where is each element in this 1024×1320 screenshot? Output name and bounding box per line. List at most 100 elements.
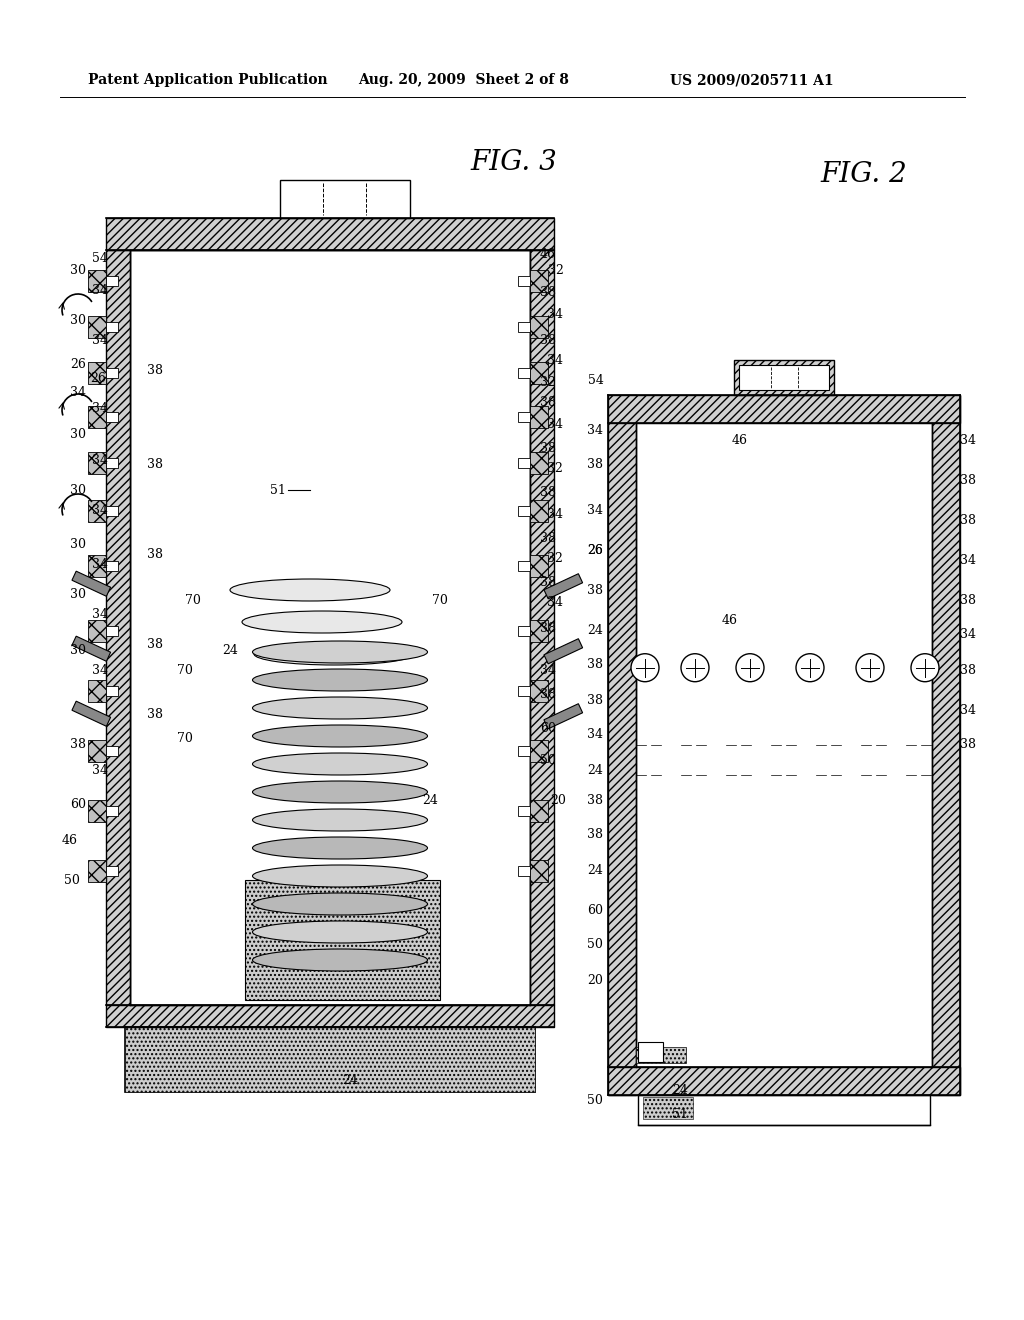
Text: 54: 54 xyxy=(588,374,604,387)
Text: 54: 54 xyxy=(92,252,108,264)
Bar xyxy=(638,1096,930,1125)
Ellipse shape xyxy=(253,865,427,887)
Bar xyxy=(518,276,530,286)
Text: 70: 70 xyxy=(185,594,201,606)
Text: 34: 34 xyxy=(92,454,108,466)
Text: 34: 34 xyxy=(547,595,563,609)
Text: 30: 30 xyxy=(70,539,86,552)
Text: 38: 38 xyxy=(587,693,603,706)
Bar xyxy=(734,360,834,395)
Text: Patent Application Publication: Patent Application Publication xyxy=(88,73,328,87)
Bar xyxy=(608,395,636,1096)
Bar xyxy=(88,271,106,292)
Text: 38: 38 xyxy=(961,738,976,751)
Bar xyxy=(530,554,548,577)
Text: 38: 38 xyxy=(147,458,163,471)
Bar xyxy=(106,746,118,756)
Bar xyxy=(643,1097,693,1119)
Bar xyxy=(106,807,118,816)
Bar xyxy=(518,561,530,572)
Bar xyxy=(130,249,530,1005)
Circle shape xyxy=(631,653,659,681)
Text: 46: 46 xyxy=(732,433,748,446)
Bar xyxy=(530,800,548,822)
Bar xyxy=(544,639,583,664)
Text: 38: 38 xyxy=(587,793,603,807)
Bar xyxy=(106,561,118,572)
Bar xyxy=(88,861,106,882)
Bar xyxy=(106,626,118,636)
Text: US 2009/0205711 A1: US 2009/0205711 A1 xyxy=(670,73,834,87)
Text: 34: 34 xyxy=(92,503,108,516)
Text: 50: 50 xyxy=(587,1093,603,1106)
Text: 24: 24 xyxy=(422,793,438,807)
Text: 38: 38 xyxy=(961,474,976,487)
Bar xyxy=(530,861,548,882)
Circle shape xyxy=(736,653,764,681)
Ellipse shape xyxy=(230,579,390,601)
Text: 20: 20 xyxy=(587,974,603,986)
Text: 46: 46 xyxy=(540,248,556,260)
Text: 38: 38 xyxy=(540,576,556,589)
Text: 38: 38 xyxy=(540,286,556,300)
Ellipse shape xyxy=(253,921,427,942)
Ellipse shape xyxy=(253,894,427,915)
Bar xyxy=(88,315,106,338)
Text: 34: 34 xyxy=(92,763,108,776)
Text: 24: 24 xyxy=(672,1084,688,1097)
Text: FIG. 2: FIG. 2 xyxy=(820,161,906,189)
Ellipse shape xyxy=(253,809,427,832)
Bar xyxy=(72,572,111,597)
Bar xyxy=(72,701,111,726)
Text: 34: 34 xyxy=(92,284,108,297)
Text: 50: 50 xyxy=(540,754,556,767)
Bar xyxy=(106,1005,554,1027)
Text: 34: 34 xyxy=(547,309,563,322)
Ellipse shape xyxy=(254,643,414,665)
Text: 30: 30 xyxy=(70,589,86,602)
Text: 30: 30 xyxy=(70,483,86,496)
Text: 38: 38 xyxy=(70,738,86,751)
Text: 70: 70 xyxy=(432,594,447,606)
Circle shape xyxy=(796,653,824,681)
Bar xyxy=(518,368,530,378)
Bar xyxy=(88,451,106,474)
Text: 38: 38 xyxy=(540,622,556,635)
Text: 26: 26 xyxy=(587,544,603,557)
Text: 38: 38 xyxy=(147,709,163,722)
Ellipse shape xyxy=(253,669,427,690)
Bar xyxy=(88,554,106,577)
Bar xyxy=(88,407,106,428)
Text: 24: 24 xyxy=(587,623,603,636)
Text: 70: 70 xyxy=(177,731,193,744)
Bar xyxy=(88,680,106,702)
Bar xyxy=(106,368,118,378)
Text: 38: 38 xyxy=(540,441,556,454)
Bar xyxy=(518,807,530,816)
Bar xyxy=(518,506,530,516)
Text: 32: 32 xyxy=(540,375,556,388)
Text: 30: 30 xyxy=(70,264,86,276)
Text: 38: 38 xyxy=(961,594,976,606)
Bar xyxy=(125,1027,535,1092)
Bar xyxy=(530,500,548,521)
Text: 50: 50 xyxy=(65,874,80,887)
Bar xyxy=(88,500,106,521)
Bar xyxy=(544,704,583,729)
Bar xyxy=(530,620,548,642)
Text: 38: 38 xyxy=(147,363,163,376)
Bar xyxy=(530,451,548,474)
Bar xyxy=(518,746,530,756)
Text: 60: 60 xyxy=(70,799,86,812)
Bar xyxy=(530,680,548,702)
Ellipse shape xyxy=(242,611,402,634)
Text: Aug. 20, 2009  Sheet 2 of 8: Aug. 20, 2009 Sheet 2 of 8 xyxy=(358,73,569,87)
Bar xyxy=(530,271,548,292)
Text: 30: 30 xyxy=(70,429,86,441)
Ellipse shape xyxy=(253,837,427,859)
Text: 34: 34 xyxy=(547,508,563,521)
Text: 26: 26 xyxy=(587,544,603,557)
Text: 32: 32 xyxy=(547,552,563,565)
Bar xyxy=(518,412,530,422)
Ellipse shape xyxy=(253,725,427,747)
